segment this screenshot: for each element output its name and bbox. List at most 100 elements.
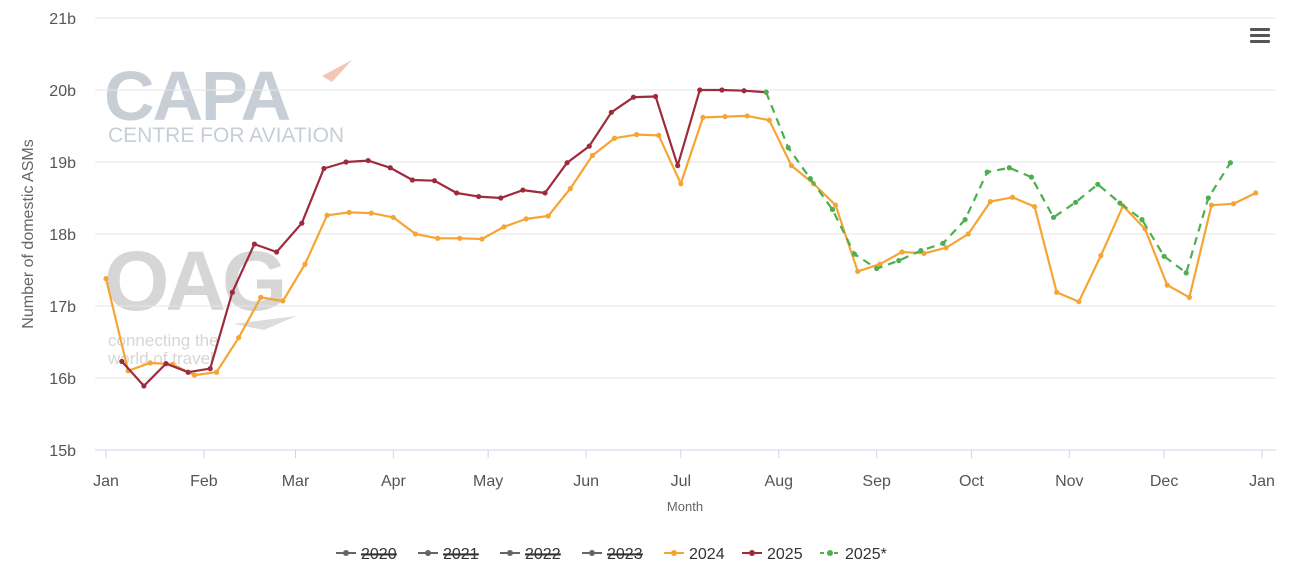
data-point[interactable]	[523, 216, 529, 222]
data-point[interactable]	[877, 261, 883, 267]
data-point[interactable]	[611, 135, 618, 141]
data-point[interactable]	[545, 213, 551, 219]
data-point[interactable]	[630, 94, 637, 100]
data-point[interactable]	[962, 217, 968, 223]
data-point[interactable]	[412, 231, 419, 237]
data-point[interactable]	[652, 93, 659, 100]
data-point[interactable]	[675, 163, 681, 169]
data-point[interactable]	[807, 175, 813, 182]
data-point[interactable]	[520, 187, 526, 193]
data-point[interactable]	[163, 361, 169, 367]
data-point[interactable]	[1050, 214, 1057, 221]
data-point[interactable]	[719, 87, 725, 93]
data-point[interactable]	[1031, 204, 1038, 210]
data-point[interactable]	[722, 114, 728, 120]
data-point[interactable]	[501, 224, 507, 230]
data-point[interactable]	[498, 195, 504, 201]
data-point[interactable]	[1253, 190, 1259, 196]
data-point[interactable]	[1028, 174, 1035, 180]
data-point[interactable]	[191, 372, 198, 378]
data-point[interactable]	[1183, 270, 1189, 276]
data-point[interactable]	[324, 212, 330, 218]
data-point[interactable]	[1227, 160, 1234, 166]
data-point[interactable]	[984, 169, 990, 175]
data-point[interactable]	[874, 265, 880, 272]
data-point[interactable]	[1098, 253, 1104, 259]
data-point[interactable]	[368, 210, 374, 216]
chart-menu-button[interactable]	[1244, 20, 1276, 52]
data-point[interactable]	[564, 160, 570, 166]
data-point[interactable]	[586, 143, 592, 149]
data-point[interactable]	[987, 199, 993, 205]
data-point[interactable]	[918, 247, 924, 254]
data-point[interactable]	[1139, 217, 1145, 223]
data-point[interactable]	[1009, 194, 1016, 200]
data-point[interactable]	[213, 369, 220, 375]
data-point[interactable]	[656, 132, 662, 138]
data-point[interactable]	[280, 298, 286, 304]
data-point[interactable]	[965, 231, 971, 237]
data-point[interactable]	[431, 178, 438, 184]
data-point[interactable]	[697, 87, 703, 93]
data-point[interactable]	[346, 209, 352, 215]
data-point[interactable]	[788, 163, 794, 169]
data-point[interactable]	[678, 181, 684, 187]
data-point[interactable]	[744, 113, 750, 119]
data-point[interactable]	[185, 369, 191, 375]
data-point[interactable]	[299, 220, 305, 226]
legend-item-2025[interactable]: 2025	[742, 546, 803, 563]
legend-item-2024[interactable]: 2024	[664, 546, 725, 563]
data-point[interactable]	[251, 241, 258, 247]
data-point[interactable]	[435, 235, 441, 241]
data-point[interactable]	[766, 117, 772, 123]
data-point[interactable]	[567, 186, 573, 192]
data-point[interactable]	[321, 165, 327, 172]
data-point[interactable]	[119, 358, 125, 365]
data-point[interactable]	[236, 335, 242, 341]
data-point[interactable]	[943, 245, 949, 251]
data-point[interactable]	[855, 268, 861, 275]
data-point[interactable]	[1208, 202, 1215, 208]
data-point[interactable]	[634, 132, 640, 138]
data-point[interactable]	[1117, 200, 1123, 206]
data-point[interactable]	[700, 114, 706, 120]
data-point[interactable]	[741, 88, 747, 94]
data-point[interactable]	[1164, 282, 1170, 288]
data-point[interactable]	[829, 206, 836, 213]
data-point[interactable]	[457, 235, 463, 241]
data-point[interactable]	[103, 276, 109, 282]
data-point[interactable]	[1095, 181, 1101, 187]
legend-item-2021[interactable]: 2021	[418, 546, 479, 563]
data-point[interactable]	[1205, 195, 1211, 201]
data-point[interactable]	[896, 258, 902, 264]
data-point[interactable]	[258, 294, 264, 300]
data-point[interactable]	[302, 261, 308, 267]
data-point[interactable]	[141, 383, 147, 389]
data-point[interactable]	[1073, 199, 1079, 205]
data-point[interactable]	[785, 145, 791, 151]
legend-item-2020[interactable]: 2020	[336, 546, 397, 563]
legend-item-2022[interactable]: 2022	[500, 546, 561, 563]
data-point[interactable]	[387, 165, 393, 171]
data-point[interactable]	[1054, 289, 1060, 295]
data-point[interactable]	[390, 214, 397, 221]
data-point[interactable]	[1230, 201, 1237, 207]
data-point[interactable]	[589, 152, 596, 159]
data-point[interactable]	[1161, 253, 1167, 259]
data-point[interactable]	[940, 240, 946, 246]
data-point[interactable]	[479, 236, 485, 242]
data-point[interactable]	[476, 193, 482, 200]
data-point[interactable]	[833, 202, 839, 208]
data-point[interactable]	[763, 89, 769, 95]
data-point[interactable]	[147, 360, 153, 366]
legend-item-2023[interactable]: 2023	[582, 546, 643, 563]
data-point[interactable]	[207, 366, 213, 372]
legend-item-2025*[interactable]: 2025*	[820, 546, 887, 563]
data-point[interactable]	[899, 249, 905, 255]
data-point[interactable]	[1186, 294, 1192, 300]
data-point[interactable]	[273, 249, 280, 255]
data-point[interactable]	[851, 251, 858, 257]
data-point[interactable]	[1006, 165, 1012, 171]
data-point[interactable]	[453, 190, 460, 196]
data-point[interactable]	[229, 289, 235, 295]
